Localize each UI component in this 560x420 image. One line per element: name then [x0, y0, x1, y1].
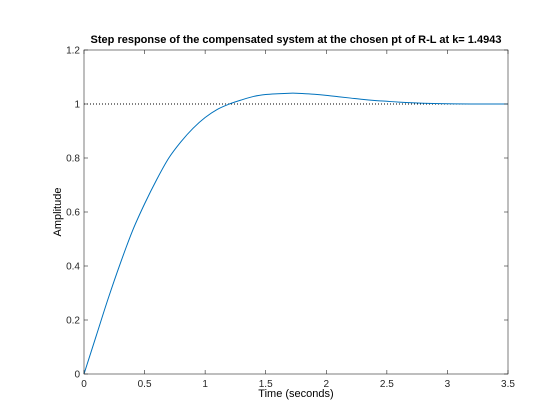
x-tick-label: 1 [202, 379, 208, 390]
x-tick-label: 0.5 [138, 379, 152, 390]
chart-title: Step response of the compensated system … [91, 34, 502, 46]
y-axis-label: Amplitude [52, 188, 64, 237]
plot-area [84, 50, 508, 374]
x-tick-label: 3 [445, 379, 451, 390]
x-tick-label: 3.5 [501, 379, 515, 390]
x-tick-label: 0 [81, 379, 87, 390]
x-tick-label: 2.5 [380, 379, 394, 390]
x-tick-label: 1.5 [259, 379, 273, 390]
marks-layer [83, 92, 509, 375]
y-tick-label: 1.2 [66, 46, 80, 57]
series-line-0 [83, 92, 509, 375]
y-tick-label: 0.2 [66, 316, 80, 327]
x-tick-label: 2 [324, 379, 330, 390]
y-tick-label: 0 [74, 370, 80, 381]
y-tick-label: 1 [74, 100, 80, 111]
y-tick-label: 0.6 [66, 208, 80, 219]
x-axis-label: Time (seconds) [258, 388, 333, 400]
y-tick-label: 0.4 [66, 262, 80, 273]
ticks-layer: 0 0.5 1 1.5 2 2.5 3 3.5 0 0.2 0.4 0.6 0.8 1 1.2 [66, 46, 515, 391]
y-tick-label: 0.8 [66, 154, 80, 165]
